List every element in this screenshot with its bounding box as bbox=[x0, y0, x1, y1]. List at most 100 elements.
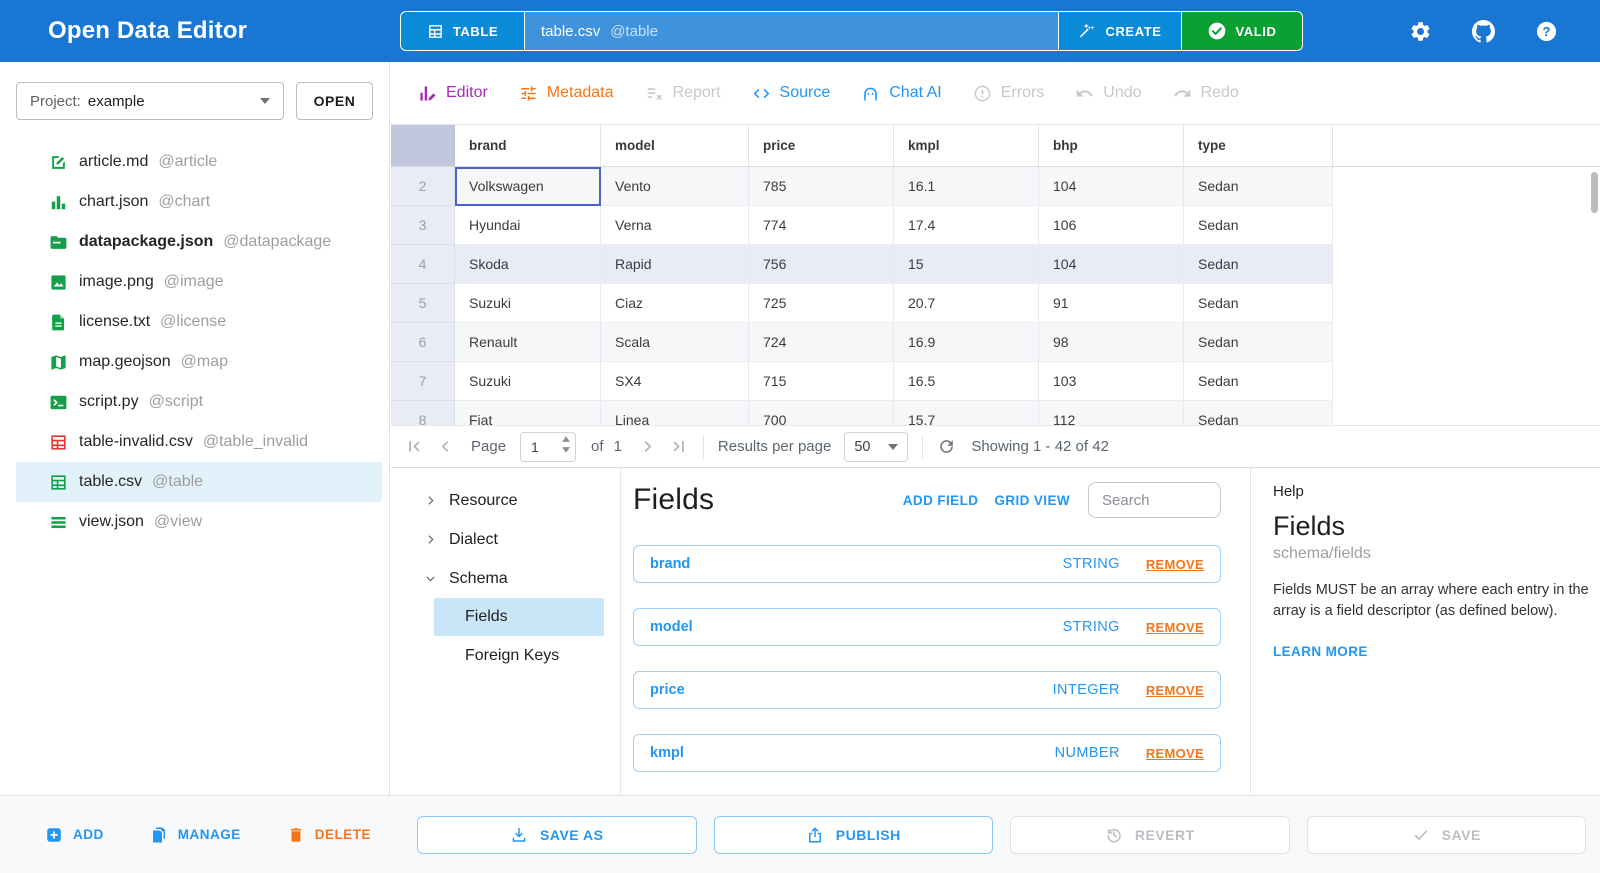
row-number[interactable]: 4 bbox=[391, 245, 455, 284]
page-stepper[interactable] bbox=[562, 435, 571, 453]
table-cell[interactable]: 16.9 bbox=[894, 323, 1039, 362]
tree-item-foreign-keys[interactable]: Foreign Keys bbox=[465, 647, 560, 664]
file-item-datapackage.json[interactable]: datapackage.json @datapackage bbox=[16, 222, 382, 262]
remove-field-button[interactable]: REMOVE bbox=[1145, 682, 1204, 698]
file-item-view.json[interactable]: view.json @view bbox=[16, 502, 382, 542]
table-cell[interactable]: 91 bbox=[1039, 284, 1184, 323]
table-cell[interactable]: Vento bbox=[601, 167, 749, 206]
file-item-map.geojson[interactable]: map.geojson @map bbox=[16, 342, 382, 382]
row-number[interactable]: 2 bbox=[391, 167, 455, 206]
field-card-brand[interactable]: brand STRING REMOVE bbox=[633, 545, 1221, 583]
table-cell[interactable]: Rapid bbox=[601, 245, 749, 284]
gear-icon[interactable] bbox=[1409, 20, 1432, 43]
open-project-button[interactable]: OPEN bbox=[296, 82, 373, 120]
help-icon[interactable]: ? bbox=[1535, 20, 1558, 43]
revert-button[interactable]: REVERT bbox=[1010, 815, 1290, 854]
table-cell[interactable]: Renault bbox=[455, 323, 601, 362]
table-cell[interactable]: 17.4 bbox=[894, 206, 1039, 245]
field-card-kmpl[interactable]: kmpl NUMBER REMOVE bbox=[633, 734, 1221, 772]
file-item-script.py[interactable]: script.py @script bbox=[16, 382, 382, 422]
previous-page-icon[interactable] bbox=[435, 436, 456, 457]
refresh-icon[interactable] bbox=[937, 437, 956, 456]
table-cell[interactable]: Skoda bbox=[455, 245, 601, 284]
file-item-license.txt[interactable]: license.txt @license bbox=[16, 302, 382, 342]
table-cell[interactable]: Volkswagen bbox=[455, 167, 601, 206]
table-cell[interactable]: 756 bbox=[749, 245, 894, 284]
file-item-chart.json[interactable]: chart.json @chart bbox=[16, 182, 382, 222]
remove-field-button[interactable]: REMOVE bbox=[1145, 556, 1204, 572]
learn-more-link[interactable]: LEARN MORE bbox=[1273, 644, 1368, 660]
tree-item-resource[interactable]: Resource bbox=[391, 481, 620, 520]
delete-file-button[interactable]: DELETE bbox=[287, 826, 371, 844]
save-button[interactable]: SAVE bbox=[1306, 815, 1586, 854]
table-cell[interactable]: Verna bbox=[601, 206, 749, 245]
file-path-field[interactable]: table.csv @table bbox=[524, 11, 1058, 51]
first-page-icon[interactable] bbox=[404, 436, 425, 457]
tab-redo[interactable]: Redo bbox=[1173, 84, 1239, 103]
table-cell[interactable]: 715 bbox=[749, 362, 894, 401]
table-cell[interactable]: 15.7 bbox=[894, 401, 1039, 425]
table-cell[interactable]: Sedan bbox=[1184, 284, 1333, 323]
row-number[interactable]: 8 bbox=[391, 401, 455, 425]
file-item-article.md[interactable]: article.md @article bbox=[16, 142, 382, 182]
table-cell[interactable]: 16.1 bbox=[894, 167, 1039, 206]
last-page-icon[interactable] bbox=[668, 436, 689, 457]
next-page-icon[interactable] bbox=[637, 436, 658, 457]
table-cell[interactable]: 724 bbox=[749, 323, 894, 362]
tab-source[interactable]: Source bbox=[752, 84, 830, 103]
table-cell[interactable]: 112 bbox=[1039, 401, 1184, 425]
table-cell[interactable]: Sedan bbox=[1184, 401, 1333, 425]
valid-button[interactable]: VALID bbox=[1182, 11, 1303, 51]
table-cell[interactable]: Sedan bbox=[1184, 245, 1333, 284]
column-header-bhp[interactable]: bhp bbox=[1039, 125, 1184, 166]
table-cell[interactable]: Sedan bbox=[1184, 167, 1333, 206]
table-cell[interactable]: Ciaz bbox=[601, 284, 749, 323]
tree-item-schema[interactable]: Schema bbox=[391, 559, 620, 598]
table-cell[interactable]: SX4 bbox=[601, 362, 749, 401]
row-number[interactable]: 3 bbox=[391, 206, 455, 245]
table-cell[interactable]: 98 bbox=[1039, 323, 1184, 362]
create-button[interactable]: CREATE bbox=[1058, 11, 1182, 51]
tab-errors[interactable]: Errors bbox=[973, 84, 1044, 103]
tab-chat-ai[interactable]: Chat AI bbox=[861, 84, 942, 103]
column-header-model[interactable]: model bbox=[601, 125, 749, 166]
row-number[interactable]: 6 bbox=[391, 323, 455, 362]
tree-item-dialect[interactable]: Dialect bbox=[391, 520, 620, 559]
table-cell[interactable]: 725 bbox=[749, 284, 894, 323]
file-item-image.png[interactable]: image.png @image bbox=[16, 262, 382, 302]
column-header-brand[interactable]: brand bbox=[455, 125, 601, 166]
file-item-table-invalid.csv[interactable]: table-invalid.csv @table_invalid bbox=[16, 422, 382, 462]
add-file-button[interactable]: ADD bbox=[45, 826, 104, 844]
table-cell[interactable]: 785 bbox=[749, 167, 894, 206]
remove-field-button[interactable]: REMOVE bbox=[1145, 619, 1204, 635]
table-cell[interactable]: Scala bbox=[601, 323, 749, 362]
grid-corner-cell[interactable] bbox=[391, 125, 455, 166]
search-input[interactable] bbox=[1088, 482, 1221, 518]
tab-editor[interactable]: Editor bbox=[418, 84, 488, 103]
table-cell[interactable]: Sedan bbox=[1184, 206, 1333, 245]
column-header-kmpl[interactable]: kmpl bbox=[894, 125, 1039, 166]
remove-field-button[interactable]: REMOVE bbox=[1145, 745, 1204, 761]
table-cell[interactable]: Sedan bbox=[1184, 323, 1333, 362]
table-cell[interactable]: 16.5 bbox=[894, 362, 1039, 401]
table-cell[interactable]: 20.7 bbox=[894, 284, 1039, 323]
row-number[interactable]: 7 bbox=[391, 362, 455, 401]
page-number-input[interactable] bbox=[520, 431, 577, 462]
tree-item-fields[interactable]: Fields bbox=[434, 598, 604, 636]
tab-metadata[interactable]: Metadata bbox=[519, 84, 614, 103]
table-cell[interactable]: Linea bbox=[601, 401, 749, 425]
results-per-page-select[interactable]: 50 bbox=[844, 431, 909, 462]
column-header-type[interactable]: type bbox=[1184, 125, 1333, 166]
table-cell[interactable]: 15 bbox=[894, 245, 1039, 284]
field-card-model[interactable]: model STRING REMOVE bbox=[633, 608, 1221, 646]
manage-files-button[interactable]: MANAGE bbox=[150, 826, 241, 844]
table-cell[interactable]: 106 bbox=[1039, 206, 1184, 245]
table-cell[interactable]: 774 bbox=[749, 206, 894, 245]
table-view-button[interactable]: TABLE bbox=[400, 11, 524, 51]
grid-view-button[interactable]: GRID VIEW bbox=[994, 492, 1070, 508]
file-item-table.csv[interactable]: table.csv @table bbox=[16, 462, 382, 502]
field-card-price[interactable]: price INTEGER REMOVE bbox=[633, 671, 1221, 709]
table-cell[interactable]: 104 bbox=[1039, 245, 1184, 284]
vertical-scrollbar[interactable] bbox=[1591, 172, 1598, 213]
tab-report[interactable]: Report bbox=[645, 84, 721, 103]
